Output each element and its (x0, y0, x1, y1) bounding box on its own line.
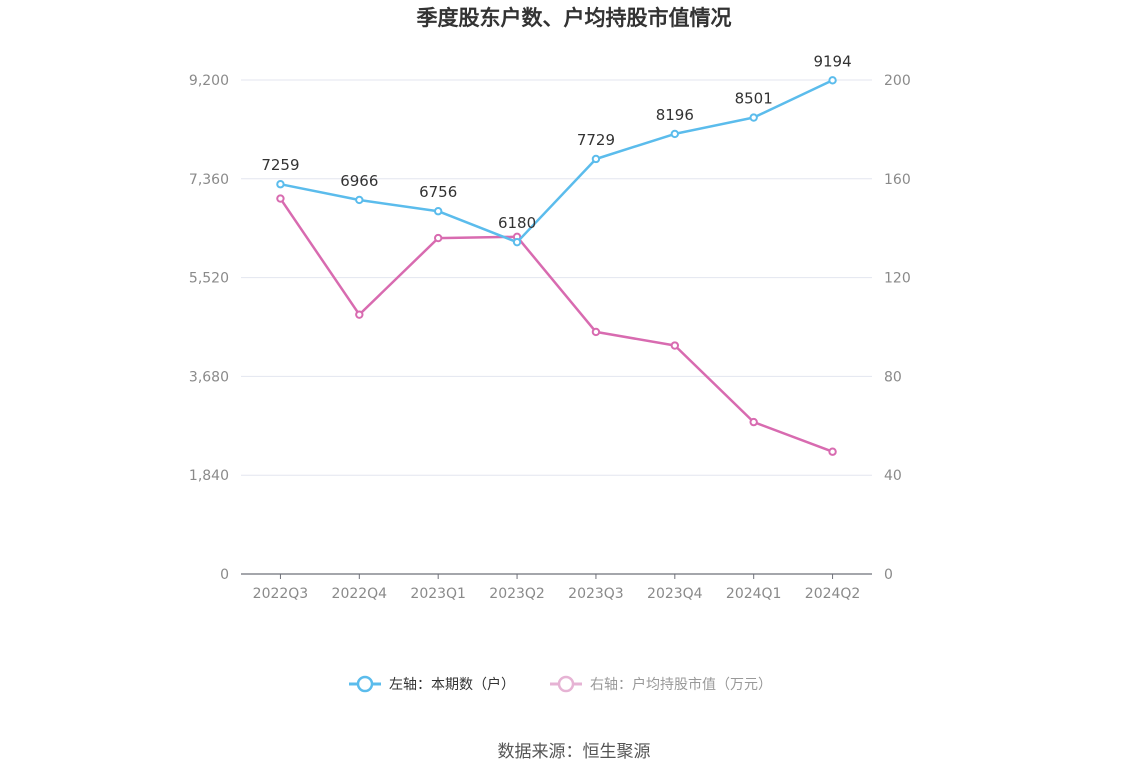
data-label: 7729 (577, 131, 615, 149)
x-axis-tick-label: 2022Q4 (332, 586, 388, 602)
right-axis-tick-label: 40 (884, 468, 902, 484)
point-avg-value (670, 341, 680, 350)
point-avg-value (749, 417, 758, 427)
data-label: 9194 (813, 52, 851, 70)
x-axis-tick-label: 2024Q1 (726, 586, 782, 602)
x-axis-tick-label: 2022Q3 (253, 586, 309, 602)
point-shareholders (433, 207, 443, 216)
point-avg-value (591, 327, 601, 337)
legend-marker-left (356, 675, 374, 693)
series-group (276, 76, 837, 456)
legend-label-right: 右轴：户均持股市值（万元） (590, 676, 772, 693)
legend-marker-right (557, 675, 575, 693)
right-axis-ticks: 0 40 80 120 160 200 (884, 73, 911, 583)
right-axis-tick-label: 80 (884, 369, 902, 385)
data-labels: 7259 6966 6756 6180 7729 8196 8501 9194 (261, 52, 851, 232)
x-axis-tick-label: 2023Q3 (568, 586, 624, 602)
series-line-avg-value (279, 197, 834, 453)
x-axis-tick-label: 2024Q2 (805, 586, 861, 602)
series-line-shareholders (280, 79, 834, 244)
point-shareholders (355, 195, 364, 205)
left-axis-tick-label: 5,520 (189, 271, 229, 287)
left-axis-tick-label: 3,680 (189, 369, 229, 385)
point-avg-value (276, 194, 285, 203)
x-axis-tick-label: 2023Q1 (410, 586, 466, 602)
data-label: 7259 (261, 156, 299, 174)
point-shareholders (512, 237, 522, 247)
data-label: 6180 (498, 214, 536, 232)
x-axis-tick-label: 2023Q4 (647, 586, 703, 602)
point-shareholders (749, 113, 758, 122)
x-axis-tick-label: 2023Q2 (489, 586, 545, 602)
point-avg-value (828, 447, 837, 456)
point-shareholders (828, 76, 837, 85)
data-label: 8196 (656, 106, 694, 124)
left-axis-tick-label: 9,200 (189, 73, 229, 89)
point-avg-value (355, 310, 364, 319)
left-axis-tick-label: 7,360 (189, 172, 229, 188)
source-text: 数据来源：恒生聚源 (498, 742, 651, 762)
point-shareholders (591, 154, 601, 164)
point-avg-value (433, 233, 443, 243)
right-axis-tick-label: 160 (884, 172, 911, 188)
left-axis-tick-label: 0 (220, 567, 229, 583)
chart-title: 季度股东户数、户均持股市值情况 (417, 6, 732, 30)
legend-item-left-series[interactable]: 左轴：本期数（户） (349, 675, 515, 693)
legend-item-right-series[interactable]: 右轴：户均持股市值（万元） (550, 675, 772, 693)
data-label: 6966 (340, 172, 378, 190)
x-axis-ticks: 2022Q3 2022Q4 2023Q1 2023Q2 2023Q3 2023Q4 2024… (253, 586, 861, 602)
left-axis-ticks: 0 1,840 3,680 5,520 7,360 9,200 (189, 73, 229, 583)
point-shareholders (670, 129, 680, 139)
data-label: 8501 (735, 90, 773, 108)
grid-lines (241, 79, 872, 476)
left-axis-tick-label: 1,840 (189, 468, 229, 484)
point-shareholders (276, 180, 285, 189)
right-axis-tick-label: 0 (884, 567, 893, 583)
right-axis-tick-label: 120 (884, 271, 911, 287)
data-label: 6756 (419, 183, 457, 201)
legend: 左轴：本期数（户） 右轴：户均持股市值（万元） (349, 675, 772, 693)
right-axis-tick-label: 200 (884, 73, 911, 89)
legend-label-left: 左轴：本期数（户） (389, 676, 515, 693)
axes (241, 573, 872, 579)
